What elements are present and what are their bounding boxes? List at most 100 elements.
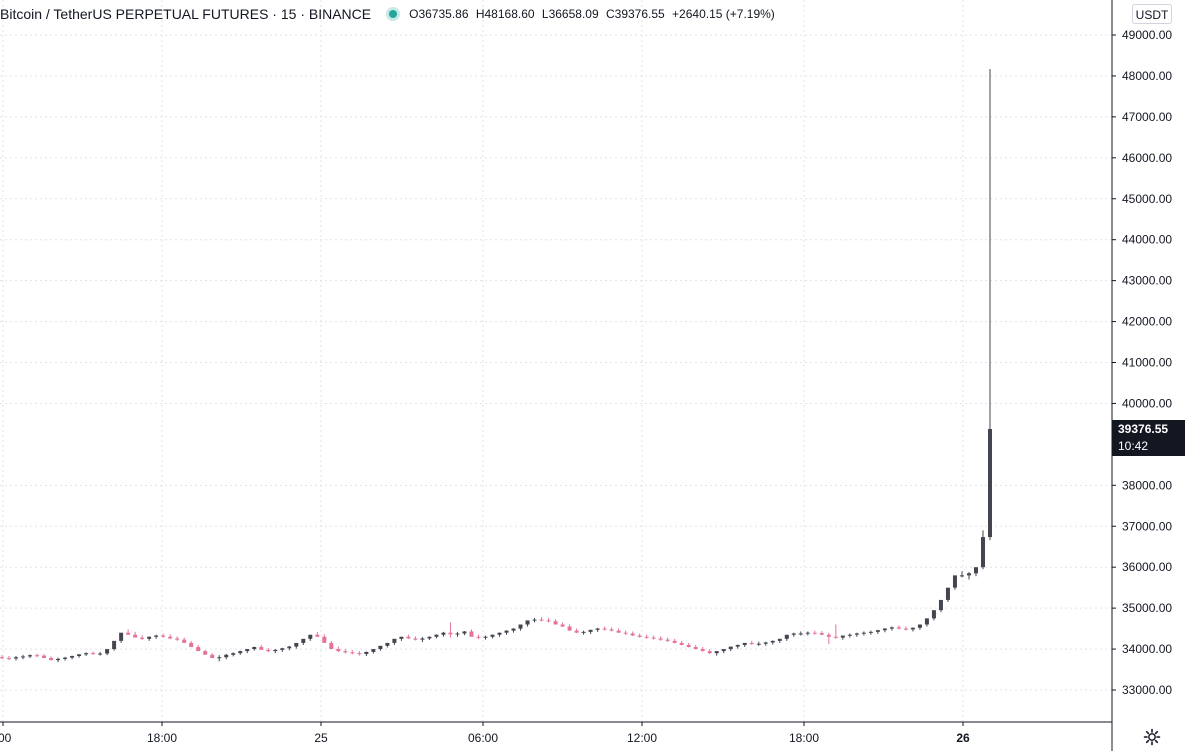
- gear-icon[interactable]: [1143, 728, 1161, 746]
- candle: [910, 627, 915, 632]
- currency-button[interactable]: USDT: [1132, 4, 1172, 24]
- candle-body: [77, 654, 82, 657]
- candles: [0, 69, 992, 663]
- candle-body: [833, 636, 838, 638]
- y-tick-label: 35000.00: [1122, 601, 1172, 615]
- candle: [637, 633, 642, 638]
- candle-body: [644, 636, 649, 638]
- symbol-legend: Bitcoin / TetherUS PERPETUAL FUTURES · 1…: [0, 5, 779, 23]
- open-value: O36735.86: [409, 7, 469, 21]
- candle-body: [777, 638, 782, 641]
- candle-body: [448, 632, 453, 635]
- candle-body: [567, 626, 572, 631]
- candle-body: [371, 649, 376, 652]
- candle: [420, 637, 425, 643]
- time-axis[interactable]: :00 18:00 25 06:00 12:00 18:00 26: [0, 722, 970, 745]
- y-tick-label: 49000.00: [1122, 28, 1172, 42]
- candle-body: [581, 631, 586, 633]
- candle-body: [770, 640, 775, 643]
- candle: [721, 649, 726, 654]
- candle-body: [105, 649, 110, 654]
- candle: [581, 630, 586, 635]
- candle: [518, 624, 523, 631]
- candle: [28, 654, 33, 659]
- candle-body: [392, 638, 397, 643]
- candle-body: [903, 628, 908, 630]
- price-axis[interactable]: 49000.00 48000.00 47000.00 46000.00 45000.00…: [1112, 28, 1172, 697]
- candle-body: [791, 633, 796, 635]
- candle-body: [882, 628, 887, 631]
- candle-body: [623, 632, 628, 634]
- candle-body: [539, 619, 544, 621]
- candle-body: [973, 567, 978, 574]
- symbol-title[interactable]: Bitcoin / TetherUS PERPETUAL FUTURES · 1…: [0, 6, 372, 22]
- candle-body: [735, 644, 740, 647]
- y-tick-label: 47000.00: [1122, 110, 1172, 124]
- candle: [308, 634, 313, 641]
- candle-body: [476, 636, 481, 638]
- candle: [154, 634, 159, 639]
- candle-body: [588, 629, 593, 632]
- candle-body: [245, 649, 250, 652]
- candle-body: [616, 630, 621, 633]
- candle: [126, 629, 131, 635]
- candle-body: [203, 651, 208, 655]
- candle-body: [749, 642, 754, 644]
- candle-body: [329, 642, 334, 650]
- candle-body: [721, 649, 726, 652]
- candle-body: [42, 655, 47, 659]
- candle: [833, 624, 838, 639]
- candle: [196, 644, 201, 652]
- candle: [364, 651, 369, 657]
- y-tick-label: 43000.00: [1122, 274, 1172, 288]
- candle: [224, 653, 229, 660]
- low-value: L36658.09: [541, 7, 599, 21]
- candle: [560, 622, 565, 627]
- candle-body: [336, 649, 341, 652]
- candle: [462, 631, 467, 636]
- candle: [861, 631, 866, 636]
- candle: [350, 650, 355, 655]
- candle: [336, 646, 341, 652]
- candle-body: [420, 638, 425, 640]
- candle: [819, 631, 824, 636]
- candle-body: [189, 642, 194, 648]
- candle-body: [462, 631, 467, 634]
- candle-body: [707, 651, 712, 654]
- candle: [294, 642, 299, 649]
- candle-body: [966, 573, 971, 576]
- last-price-value: 39376.55: [1118, 422, 1169, 436]
- candle: [693, 644, 698, 650]
- candle-body: [175, 638, 180, 640]
- candle-body: [21, 656, 26, 658]
- candle-body: [728, 646, 733, 650]
- candle: [791, 632, 796, 637]
- candle: [903, 626, 908, 631]
- candle: [567, 624, 572, 631]
- candle-body: [273, 649, 278, 652]
- candle: [301, 638, 306, 645]
- candle: [875, 629, 880, 634]
- candle: [546, 617, 551, 623]
- candle-body: [91, 653, 96, 655]
- candle-body: [952, 575, 957, 588]
- candle-body: [679, 642, 684, 645]
- candle-body: [532, 619, 537, 621]
- candle-body: [308, 634, 313, 639]
- candle: [959, 571, 964, 578]
- candle-body: [133, 634, 138, 638]
- candle-body: [119, 632, 124, 641]
- candle: [406, 634, 411, 639]
- candle-body: [742, 642, 747, 645]
- candle-body: [343, 651, 348, 653]
- candle-body: [756, 643, 761, 645]
- candle: [735, 644, 740, 649]
- candle: [140, 635, 145, 641]
- candle: [147, 636, 152, 641]
- candle-body: [511, 628, 516, 631]
- candle: [749, 640, 754, 645]
- candle: [623, 630, 628, 636]
- candle-body: [413, 638, 418, 640]
- candle-body: [553, 621, 558, 625]
